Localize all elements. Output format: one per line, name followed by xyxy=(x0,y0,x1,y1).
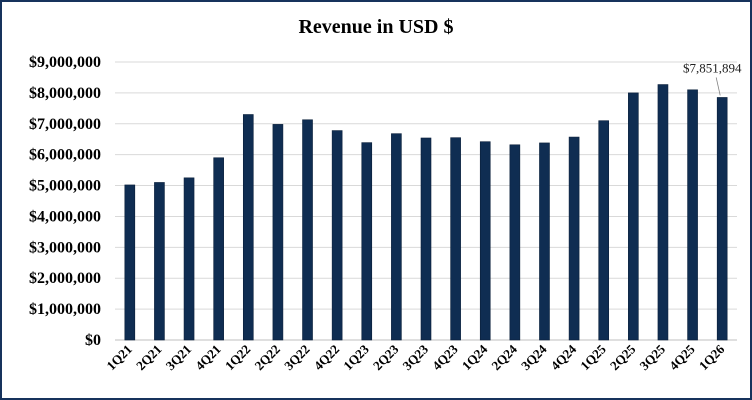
x-tick-label: 1Q25 xyxy=(577,341,609,373)
x-tick-label: 4Q22 xyxy=(311,342,343,374)
bar-1Q21 xyxy=(124,184,136,341)
y-tick-label: $7,000,000 xyxy=(29,116,101,133)
x-tick-label: 4Q23 xyxy=(429,341,461,373)
y-tick-label: $0 xyxy=(85,332,101,349)
x-tick-label: 2Q21 xyxy=(133,342,165,374)
y-tick-label: $6,000,000 xyxy=(29,147,101,164)
y-tick-label: $1,000,000 xyxy=(29,301,101,318)
bar-4Q22 xyxy=(331,130,343,341)
bar-4Q23 xyxy=(450,137,461,341)
data-label: $7,851,894 xyxy=(683,60,742,75)
x-tick-label: 1Q26 xyxy=(696,341,728,373)
bar-1Q25 xyxy=(598,120,610,341)
bar-2Q23 xyxy=(391,133,402,341)
bar-1Q22 xyxy=(242,114,254,341)
x-tick-label: 2Q24 xyxy=(488,341,520,373)
y-tick-label: $4,000,000 xyxy=(29,208,101,225)
x-tick-label: 1Q23 xyxy=(340,341,372,373)
x-tick-label: 2Q22 xyxy=(251,342,283,374)
x-tick-label: 4Q21 xyxy=(192,342,224,374)
bar-1Q23 xyxy=(361,142,373,341)
x-tick-label: 3Q25 xyxy=(637,341,669,373)
x-tick-label: 2Q23 xyxy=(370,341,402,373)
x-tick-label: 1Q24 xyxy=(459,341,491,373)
bar-2Q24 xyxy=(509,144,521,341)
bar-3Q23 xyxy=(420,137,432,341)
x-tick-label: 4Q25 xyxy=(666,341,698,373)
x-tick-label: 1Q21 xyxy=(103,342,135,374)
bar-4Q24 xyxy=(568,136,580,341)
bar-3Q21 xyxy=(183,177,195,341)
bar-2Q22 xyxy=(272,124,284,341)
bar-3Q24 xyxy=(539,142,550,341)
x-tick-label: 3Q23 xyxy=(400,341,432,373)
bar-1Q26 xyxy=(716,97,728,341)
annotation-leader-line xyxy=(715,77,721,96)
bar-3Q22 xyxy=(302,119,313,341)
y-tick-label: $9,000,000 xyxy=(29,54,101,71)
chart-title: Revenue in USD $ xyxy=(298,16,454,38)
bar-2Q25 xyxy=(628,92,639,341)
bar-4Q21 xyxy=(213,157,224,341)
y-tick-label: $2,000,000 xyxy=(29,270,101,287)
x-tick-label: 2Q25 xyxy=(607,341,639,373)
y-tick-label: $3,000,000 xyxy=(29,239,101,256)
x-tick-label: 1Q22 xyxy=(222,342,254,374)
x-tick-label: 3Q22 xyxy=(281,342,313,374)
x-tick-label: 4Q24 xyxy=(548,341,580,373)
bar-2Q21 xyxy=(154,182,165,341)
bar-3Q25 xyxy=(657,84,669,341)
bar-1Q24 xyxy=(479,141,491,341)
x-tick-label: 3Q21 xyxy=(163,342,195,374)
bar-4Q25 xyxy=(687,89,698,341)
y-tick-label: $5,000,000 xyxy=(29,178,101,195)
y-tick-label: $8,000,000 xyxy=(29,85,101,102)
x-tick-label: 3Q24 xyxy=(518,341,550,373)
